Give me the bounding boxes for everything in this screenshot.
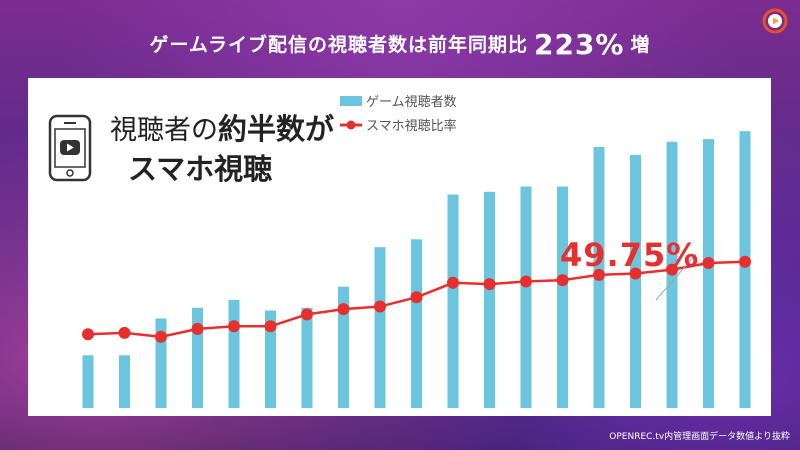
page-title: ゲームライブ配信の視聴者数は前年同期比 223% 増	[0, 28, 800, 61]
circular-play-logo-icon	[762, 8, 788, 34]
line-point	[556, 274, 569, 287]
line-point	[410, 291, 423, 304]
bar	[557, 186, 568, 408]
line-point	[118, 326, 131, 339]
callout-text-line1: 視聴者の約半数が	[110, 106, 334, 148]
bar	[484, 191, 495, 408]
bar	[447, 194, 459, 408]
bar	[739, 131, 751, 408]
line-point	[301, 308, 313, 321]
smartphone-play-icon	[48, 114, 92, 182]
line-point	[629, 267, 642, 280]
legend-bar-label: ゲーム視聴者数	[366, 95, 457, 110]
line-point	[447, 276, 459, 289]
bar	[520, 186, 532, 408]
line-point	[82, 328, 94, 341]
line-point	[483, 278, 496, 291]
chart-panel: ゲーム視聴者数 スマホ視聴比率	[28, 78, 771, 416]
bar	[192, 307, 203, 408]
bar	[119, 355, 130, 408]
line-point	[264, 320, 277, 333]
callout-text-line2: スマホ視聴	[128, 152, 273, 186]
line-point	[228, 320, 240, 333]
bar-series	[82, 131, 751, 408]
line-point	[739, 255, 751, 268]
line-series	[82, 255, 751, 343]
title-text-after: 増	[630, 34, 651, 56]
bar	[374, 247, 386, 408]
line-point	[337, 303, 350, 316]
bar	[630, 154, 641, 408]
line-point	[520, 275, 532, 288]
source-note: OPENREC.tv内管理画面データ数値より抜粋	[609, 432, 790, 442]
title-text-before: ゲームライブ配信の視聴者数は前年同期比	[149, 34, 528, 56]
legend-bar-swatch	[340, 96, 362, 106]
bar	[703, 139, 714, 408]
bar	[338, 286, 349, 408]
bar	[82, 355, 94, 408]
bar	[301, 307, 313, 408]
callout-text-emphasis: 約半数が	[218, 112, 335, 146]
callout-text-regular: 視聴者の	[110, 115, 218, 146]
mobile-ratio-annotation: 49.75%	[560, 236, 700, 274]
legend-line-marker	[346, 120, 356, 130]
line-point	[155, 330, 167, 343]
chart-legend: ゲーム視聴者数 スマホ視聴比率	[340, 95, 457, 134]
smartphone-callout: 視聴者の約半数が スマホ視聴	[48, 106, 348, 186]
combo-chart: ゲーム視聴者数 スマホ視聴比率	[82, 95, 751, 408]
annotation-leader-line	[655, 253, 697, 301]
bar	[265, 310, 276, 408]
bar	[155, 318, 167, 408]
legend-line-label: スマホ視聴比率	[366, 118, 457, 134]
bar	[411, 239, 422, 408]
line-point	[666, 263, 678, 276]
title-percentage: 223%	[533, 28, 625, 61]
bar	[228, 299, 240, 408]
line-point	[191, 322, 204, 335]
line-point	[593, 268, 605, 281]
line-point	[374, 300, 386, 313]
line-point	[702, 257, 715, 269]
